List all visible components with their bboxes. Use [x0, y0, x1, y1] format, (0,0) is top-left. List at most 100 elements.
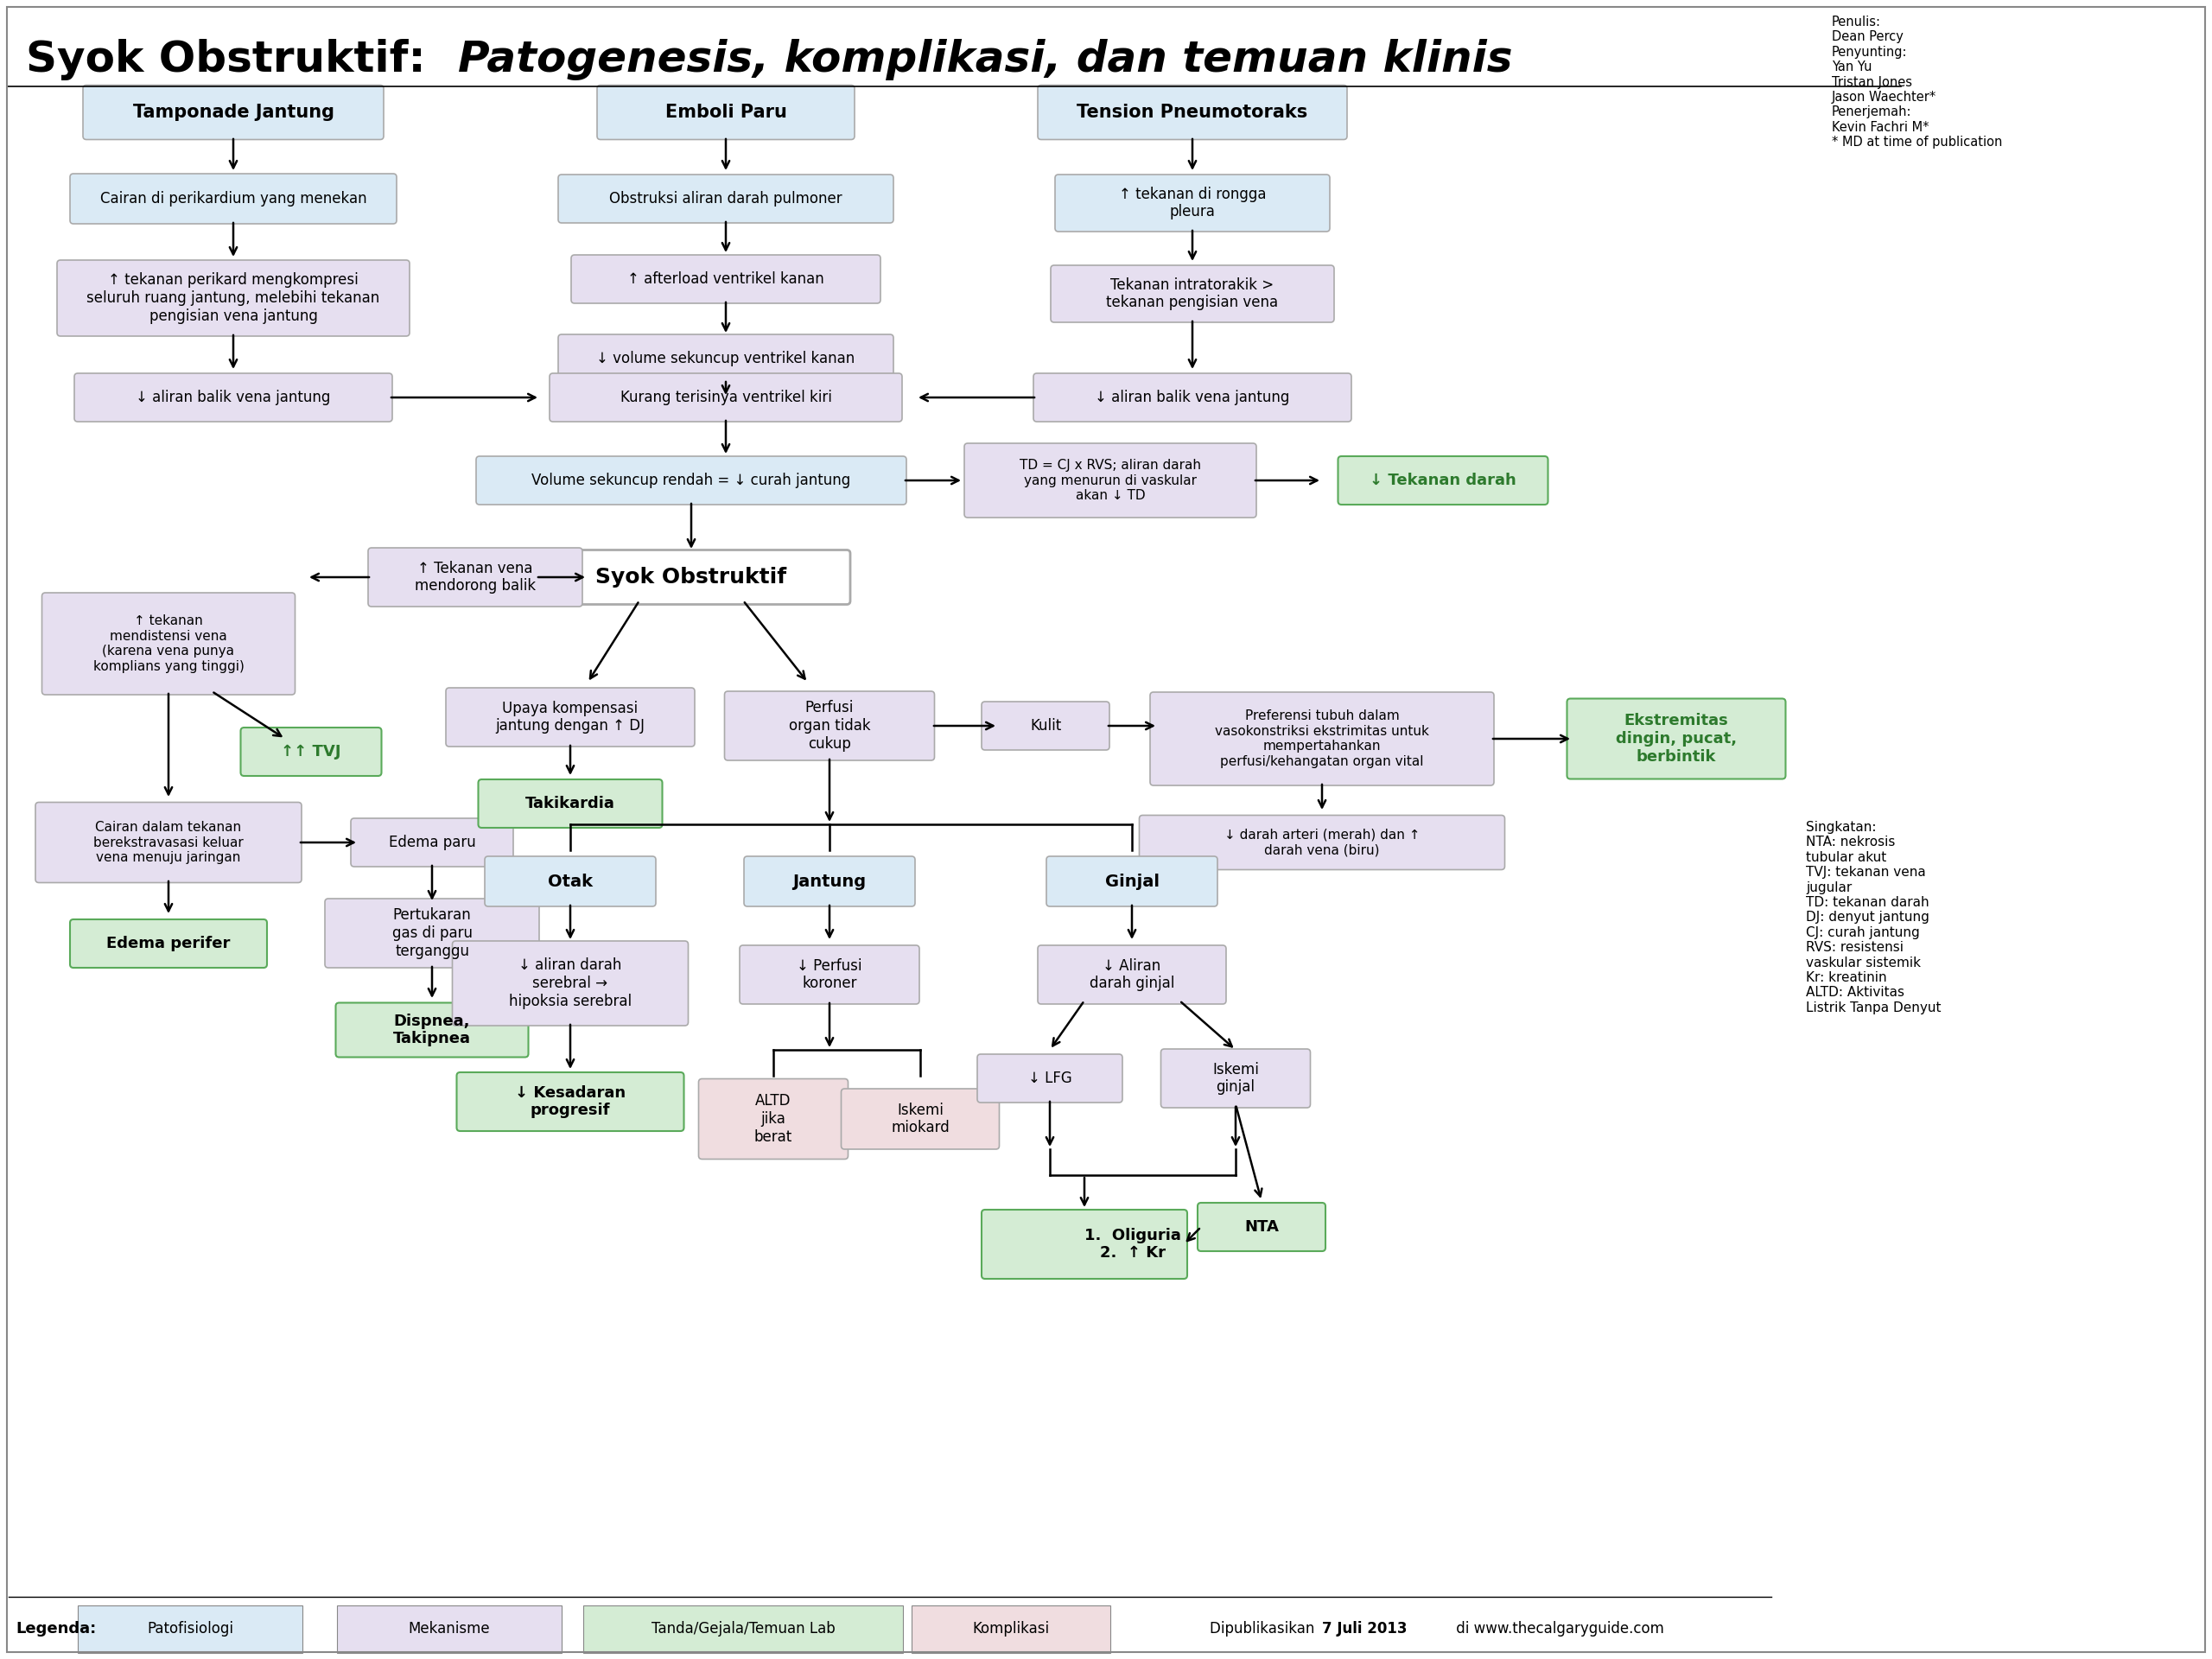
Text: Perfusi
organ tidak
cukup: Perfusi organ tidak cukup: [790, 700, 869, 752]
Text: Mekanisme: Mekanisme: [409, 1621, 491, 1637]
FancyBboxPatch shape: [1051, 265, 1334, 322]
Text: ↓ LFG: ↓ LFG: [1029, 1070, 1073, 1087]
Text: ↑ tekanan
mendistensi vena
(karena vena punya
komplians yang tinggi): ↑ tekanan mendistensi vena (karena vena …: [93, 615, 243, 674]
FancyBboxPatch shape: [367, 547, 582, 607]
FancyBboxPatch shape: [336, 1002, 529, 1057]
FancyBboxPatch shape: [964, 443, 1256, 518]
Text: Patogenesis, komplikasi, dan temuan klinis: Patogenesis, komplikasi, dan temuan klin…: [458, 38, 1513, 80]
FancyBboxPatch shape: [1566, 698, 1785, 780]
FancyBboxPatch shape: [1338, 456, 1548, 504]
FancyBboxPatch shape: [911, 1606, 1110, 1652]
Text: Tanda/Gejala/Temuan Lab: Tanda/Gejala/Temuan Lab: [650, 1621, 834, 1637]
Text: Tension Pneumotoraks: Tension Pneumotoraks: [1077, 103, 1307, 121]
Text: 1.  Oliguria
2.  ↑ Kr: 1. Oliguria 2. ↑ Kr: [1084, 1228, 1181, 1261]
FancyBboxPatch shape: [75, 373, 392, 421]
FancyBboxPatch shape: [476, 456, 907, 504]
FancyBboxPatch shape: [743, 856, 916, 906]
Text: ↓ aliran balik vena jantung: ↓ aliran balik vena jantung: [1095, 390, 1290, 405]
Text: ↑↑ TVJ: ↑↑ TVJ: [281, 743, 341, 760]
Text: ↑ Tekanan vena
mendorong balik: ↑ Tekanan vena mendorong balik: [414, 561, 535, 594]
FancyBboxPatch shape: [336, 1606, 562, 1652]
Text: Dispnea,
Takipnea: Dispnea, Takipnea: [394, 1014, 471, 1047]
Text: ↓ volume sekuncup ventrikel kanan: ↓ volume sekuncup ventrikel kanan: [597, 350, 856, 367]
Text: Dipublikasikan: Dipublikasikan: [1210, 1621, 1318, 1637]
FancyBboxPatch shape: [1037, 85, 1347, 139]
FancyBboxPatch shape: [71, 174, 396, 224]
Text: ↓ aliran darah
serebral →
hipoksia serebral: ↓ aliran darah serebral → hipoksia sereb…: [509, 957, 633, 1009]
FancyBboxPatch shape: [557, 335, 894, 383]
Text: Ginjal: Ginjal: [1104, 873, 1159, 889]
Text: Pertukaran
gas di paru
terganggu: Pertukaran gas di paru terganggu: [392, 907, 471, 959]
Text: Komplikasi: Komplikasi: [973, 1621, 1048, 1637]
Text: Edema perifer: Edema perifer: [106, 936, 230, 951]
Text: Patofisiologi: Patofisiologi: [146, 1621, 232, 1637]
Text: Singkatan:
NTA: nekrosis
tubular akut
TVJ: tekanan vena
jugular
TD: tekanan dara: Singkatan: NTA: nekrosis tubular akut TV…: [1805, 821, 1942, 1014]
FancyBboxPatch shape: [557, 174, 894, 222]
FancyBboxPatch shape: [84, 85, 383, 139]
Text: Emboli Paru: Emboli Paru: [666, 103, 787, 121]
Text: Kulit: Kulit: [1031, 718, 1062, 733]
Text: ↓ Kesadaran
progresif: ↓ Kesadaran progresif: [515, 1085, 626, 1118]
Text: ALTD
jika
berat: ALTD jika berat: [754, 1093, 792, 1145]
Text: Upaya kompensasi
jantung dengan ↑ DJ: Upaya kompensasi jantung dengan ↑ DJ: [495, 700, 646, 733]
Text: Cairan dalam tekanan
berekstravasasi keluar
vena menuju jaringan: Cairan dalam tekanan berekstravasasi kel…: [93, 821, 243, 864]
FancyBboxPatch shape: [982, 1209, 1188, 1279]
Text: ↑ tekanan di rongga
pleura: ↑ tekanan di rongga pleura: [1119, 186, 1265, 221]
FancyBboxPatch shape: [478, 780, 661, 828]
Text: NTA: NTA: [1245, 1219, 1279, 1234]
FancyBboxPatch shape: [77, 1606, 303, 1652]
Text: ↓ Perfusi
koroner: ↓ Perfusi koroner: [796, 957, 863, 992]
Text: Syok Obstruktif:: Syok Obstruktif:: [27, 38, 440, 80]
Text: 7 Juli 2013: 7 Juli 2013: [1323, 1621, 1407, 1637]
FancyBboxPatch shape: [549, 373, 902, 421]
FancyBboxPatch shape: [1037, 946, 1225, 1004]
Text: Edema paru: Edema paru: [389, 834, 476, 849]
FancyBboxPatch shape: [42, 592, 294, 695]
Text: Cairan di perikardium yang menekan: Cairan di perikardium yang menekan: [100, 191, 367, 206]
FancyBboxPatch shape: [726, 692, 933, 760]
Text: ↓ aliran balik vena jantung: ↓ aliran balik vena jantung: [135, 390, 330, 405]
FancyBboxPatch shape: [325, 899, 540, 967]
Text: ↑ afterload ventrikel kanan: ↑ afterload ventrikel kanan: [628, 272, 825, 287]
FancyBboxPatch shape: [484, 856, 655, 906]
FancyBboxPatch shape: [1055, 174, 1329, 232]
FancyBboxPatch shape: [584, 1606, 902, 1652]
Text: Tamponade Jantung: Tamponade Jantung: [133, 103, 334, 121]
Text: Obstruksi aliran darah pulmoner: Obstruksi aliran darah pulmoner: [608, 191, 843, 206]
FancyBboxPatch shape: [1161, 1048, 1310, 1108]
Text: ↓ Tekanan darah: ↓ Tekanan darah: [1369, 473, 1515, 488]
Text: di www.thecalgaryguide.com: di www.thecalgaryguide.com: [1451, 1621, 1663, 1637]
FancyBboxPatch shape: [1150, 692, 1493, 785]
FancyBboxPatch shape: [456, 1072, 684, 1131]
FancyBboxPatch shape: [1197, 1203, 1325, 1251]
Text: Preferensi tubuh dalam
vasokonstriksi ekstrimitas untuk
mempertahankan
perfusi/k: Preferensi tubuh dalam vasokonstriksi ek…: [1214, 710, 1429, 768]
FancyBboxPatch shape: [978, 1053, 1121, 1103]
Text: Legenda:: Legenda:: [15, 1621, 95, 1637]
Text: Takikardia: Takikardia: [526, 796, 615, 811]
Text: Iskemi
miokard: Iskemi miokard: [891, 1102, 949, 1136]
Text: Jantung: Jantung: [792, 873, 867, 889]
FancyBboxPatch shape: [533, 551, 849, 604]
FancyBboxPatch shape: [35, 803, 301, 883]
FancyBboxPatch shape: [982, 702, 1110, 750]
FancyBboxPatch shape: [58, 260, 409, 337]
Text: Iskemi
ginjal: Iskemi ginjal: [1212, 1062, 1259, 1095]
FancyBboxPatch shape: [71, 919, 268, 967]
Text: ↑ tekanan perikard mengkompresi
seluruh ruang jantung, melebihi tekanan
pengisia: ↑ tekanan perikard mengkompresi seluruh …: [86, 272, 380, 324]
FancyBboxPatch shape: [699, 1078, 847, 1160]
Text: Syok Obstruktif: Syok Obstruktif: [595, 567, 787, 587]
Text: Penulis:
Dean Percy
Penyunting:
Yan Yu
Tristan Jones
Jason Waechter*
Penerjemah:: Penulis: Dean Percy Penyunting: Yan Yu T…: [1832, 15, 2002, 149]
FancyBboxPatch shape: [352, 818, 513, 866]
FancyBboxPatch shape: [571, 255, 880, 304]
Text: Kurang terisinya ventrikel kiri: Kurang terisinya ventrikel kiri: [619, 390, 832, 405]
FancyBboxPatch shape: [739, 946, 920, 1004]
Text: Otak: Otak: [549, 873, 593, 889]
FancyBboxPatch shape: [241, 728, 380, 776]
Text: ↓ Aliran
darah ginjal: ↓ Aliran darah ginjal: [1091, 957, 1175, 992]
Text: Tekanan intratorakik >
tekanan pengisian vena: Tekanan intratorakik > tekanan pengisian…: [1106, 277, 1279, 310]
FancyBboxPatch shape: [451, 941, 688, 1025]
Text: ↓ darah arteri (merah) dan ↑
darah vena (biru): ↓ darah arteri (merah) dan ↑ darah vena …: [1223, 828, 1420, 856]
Text: Volume sekuncup rendah = ↓ curah jantung: Volume sekuncup rendah = ↓ curah jantung: [531, 473, 852, 488]
FancyBboxPatch shape: [1139, 815, 1504, 869]
FancyBboxPatch shape: [841, 1088, 1000, 1150]
